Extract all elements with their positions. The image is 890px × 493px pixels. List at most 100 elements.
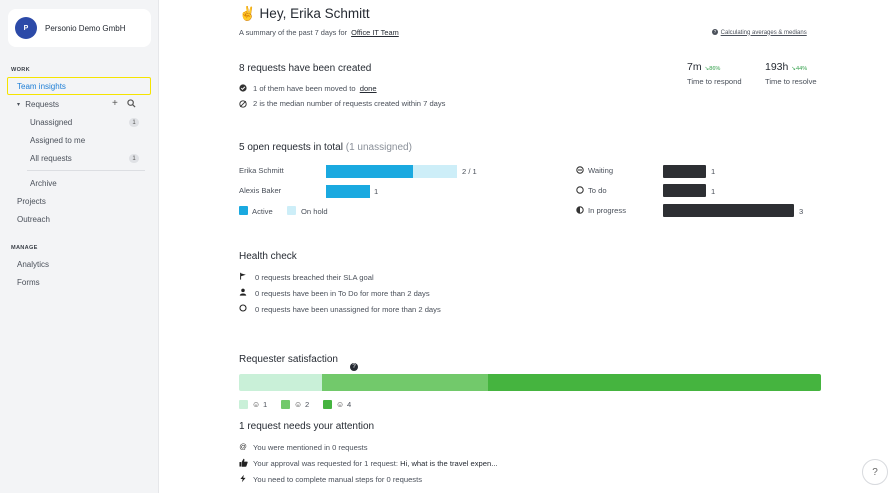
sidebar-item-all-requests[interactable]: All requests	[30, 154, 72, 163]
work-section-label: WORK	[11, 67, 30, 73]
health-item: 0 requests breached their SLA goal	[255, 273, 374, 282]
sidebar: P Personio Demo GmbH WORK Team insights …	[0, 0, 159, 493]
legend-active-label: Active	[252, 207, 273, 216]
done-link[interactable]: done	[359, 84, 377, 93]
summary-line: A summary of the past 7 days for Office …	[239, 28, 399, 37]
status-bar-in-progress[interactable]	[663, 204, 794, 217]
sidebar-item-requests[interactable]: ▾ Requests	[17, 100, 59, 109]
person-name: Alexis Baker	[239, 186, 282, 195]
open-title: 5 open requests in total (1 unassigned)	[239, 142, 412, 153]
flag-icon	[238, 272, 248, 282]
all-requests-count-badge: 1	[129, 154, 139, 163]
smiley-icon: ☺	[294, 400, 303, 409]
waiting-icon	[575, 166, 585, 176]
median-line: 2 is the median number of requests creat…	[253, 99, 446, 108]
satisfaction-bar	[239, 374, 821, 391]
info-icon: ?	[712, 29, 718, 35]
sidebar-item-label: Projects	[17, 197, 46, 206]
unassigned-count-badge: 1	[129, 118, 139, 127]
status-count: 1	[711, 167, 716, 176]
satisfaction-legend-label: 1	[263, 400, 268, 409]
health-item: 0 requests have been in To Do for more t…	[255, 289, 430, 298]
sidebar-item-label: Team insights	[17, 81, 66, 91]
lightning-icon	[238, 474, 248, 485]
calculating-averages-link[interactable]: Calculating averages & medians	[720, 29, 807, 36]
sidebar-item-archive[interactable]: Archive	[30, 179, 57, 188]
sidebar-item-assigned-to-me[interactable]: Assigned to me	[30, 136, 85, 145]
sidebar-item-label: Requests	[25, 100, 60, 109]
at-mention-icon: @	[239, 442, 247, 451]
respond-change: ↘86%	[704, 66, 721, 72]
health-item: 0 requests have been unassigned for more…	[255, 305, 441, 314]
approval-line: Your approval was requested for 1 reques…	[253, 459, 498, 468]
org-switcher[interactable]: P Personio Demo GmbH	[8, 9, 151, 47]
attention-title: 1 request needs your attention	[239, 421, 375, 432]
smiley-icon: ☺	[252, 400, 261, 409]
satisfaction-legend-swatch	[239, 400, 248, 409]
moved-line: 1 of them have been moved to done	[253, 84, 377, 93]
caret-down-icon[interactable]: ▾	[17, 102, 21, 108]
status-label: Waiting	[588, 166, 614, 175]
respond-metric: 7m ↘86%	[687, 61, 720, 73]
satisfaction-segment[interactable]	[322, 374, 489, 391]
status-count: 3	[799, 207, 804, 216]
resolve-value: 193h	[765, 61, 789, 73]
person-bar-active[interactable]	[326, 185, 370, 198]
sidebar-item-unassigned[interactable]: Unassigned	[30, 118, 72, 127]
manual-steps-line: You need to complete manual steps for 0 …	[253, 475, 422, 484]
org-avatar: P	[15, 17, 37, 39]
person-bar-active[interactable]	[326, 165, 413, 178]
sidebar-item-label: Forms	[17, 278, 40, 287]
sidebar-item-label: Analytics	[17, 260, 50, 269]
person-name: Erika Schmitt	[239, 166, 284, 175]
summary-prefix: A summary of the past 7 days for	[239, 28, 348, 37]
sidebar-divider	[27, 170, 145, 171]
todo-icon	[575, 186, 585, 196]
approval-prefix: Your approval was requested for 1 reques…	[253, 459, 398, 468]
legend-active-swatch	[239, 206, 248, 215]
sidebar-item-label: Unassigned	[30, 118, 73, 127]
satisfaction-title: Requester satisfaction	[239, 354, 338, 365]
sidebar-item-label: Archive	[30, 179, 57, 188]
resolve-change: ↘44%	[791, 66, 808, 72]
status-count: 1	[711, 187, 716, 196]
status-label: To do	[588, 186, 607, 195]
person-icon	[238, 288, 248, 298]
satisfaction-help-icon[interactable]: ?	[350, 355, 358, 373]
check-circle-icon	[238, 84, 248, 94]
unassigned-circle-icon	[238, 304, 248, 314]
satisfaction-legend-label: 4	[347, 400, 352, 409]
add-request-icon[interactable]: +	[112, 98, 118, 109]
status-bar-waiting[interactable]	[663, 165, 706, 178]
org-name: Personio Demo GmbH	[45, 23, 126, 33]
search-icon[interactable]	[127, 99, 136, 110]
person-count: 1	[374, 187, 379, 196]
sidebar-item-analytics[interactable]: Analytics	[17, 260, 49, 269]
sidebar-item-outreach[interactable]: Outreach	[17, 215, 50, 224]
help-button[interactable]: ?	[862, 459, 888, 485]
approval-request-link[interactable]: Hi, what is the travel expen...	[400, 459, 498, 468]
resolve-label: Time to resolve	[765, 77, 817, 86]
status-bar-todo[interactable]	[663, 184, 706, 197]
legend-onhold-swatch	[287, 206, 296, 215]
satisfaction-legend-swatch	[281, 400, 290, 409]
moved-prefix: 1 of them have been moved to	[253, 84, 356, 93]
sidebar-item-label: Assigned to me	[30, 136, 86, 145]
satisfaction-legend-swatch	[323, 400, 332, 409]
resolve-metric: 193h ↘44%	[765, 61, 807, 73]
team-link[interactable]: Office IT Team	[351, 28, 399, 37]
sidebar-item-team-insights[interactable]: Team insights	[7, 77, 151, 95]
smiley-icon: ☺	[336, 400, 345, 409]
respond-label: Time to respond	[687, 77, 742, 86]
sidebar-item-projects[interactable]: Projects	[17, 197, 46, 206]
status-label: In progress	[588, 206, 626, 215]
satisfaction-segment[interactable]	[488, 374, 821, 391]
calc-link-row[interactable]: ? Calculating averages & medians	[712, 29, 807, 36]
open-unassigned: (1 unassigned)	[345, 142, 412, 153]
person-count: 2 / 1	[462, 167, 477, 176]
created-title: 8 requests have been created	[239, 63, 372, 74]
health-title: Health check	[239, 251, 297, 262]
satisfaction-segment[interactable]	[239, 374, 323, 391]
satisfaction-legend-label: 2	[305, 400, 310, 409]
sidebar-item-forms[interactable]: Forms	[17, 278, 40, 287]
